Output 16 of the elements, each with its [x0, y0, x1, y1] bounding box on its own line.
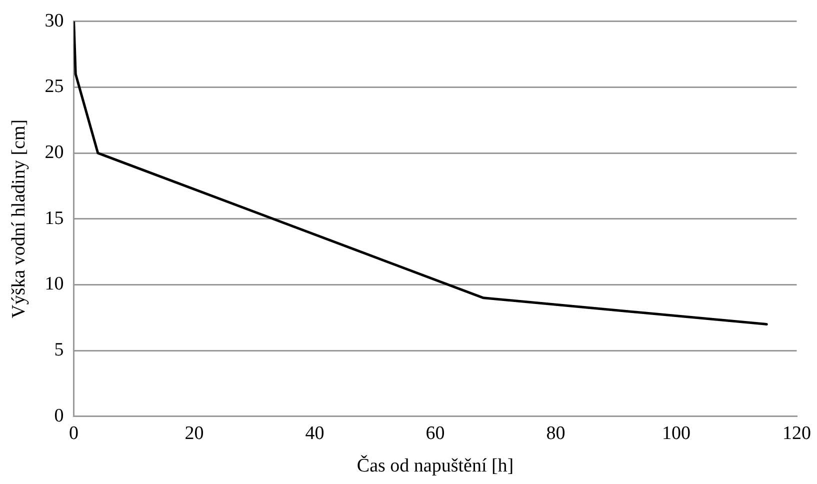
y-tick-label: 10	[44, 274, 64, 295]
y-axis-title: Výška vodní hladiny [cm]	[8, 119, 30, 318]
y-tick-label: 5	[54, 340, 64, 361]
y-tick-label: 25	[44, 76, 64, 98]
y-tick-label: 30	[44, 10, 64, 32]
x-tick-label: 20	[184, 422, 204, 444]
x-axis-title: Čas od napuštění [h]	[356, 454, 514, 477]
x-tick-label: 100	[662, 422, 691, 444]
y-tick-label: 20	[44, 142, 64, 164]
x-tick-label: 40	[305, 422, 324, 444]
x-tick-label: 60	[426, 422, 445, 444]
x-tick-label: 80	[546, 422, 566, 444]
y-tick-label: 15	[44, 208, 64, 229]
x-tick-label: 0	[69, 422, 79, 444]
y-tick-label: 0	[54, 405, 64, 426]
x-tick-label: 120	[782, 422, 811, 444]
